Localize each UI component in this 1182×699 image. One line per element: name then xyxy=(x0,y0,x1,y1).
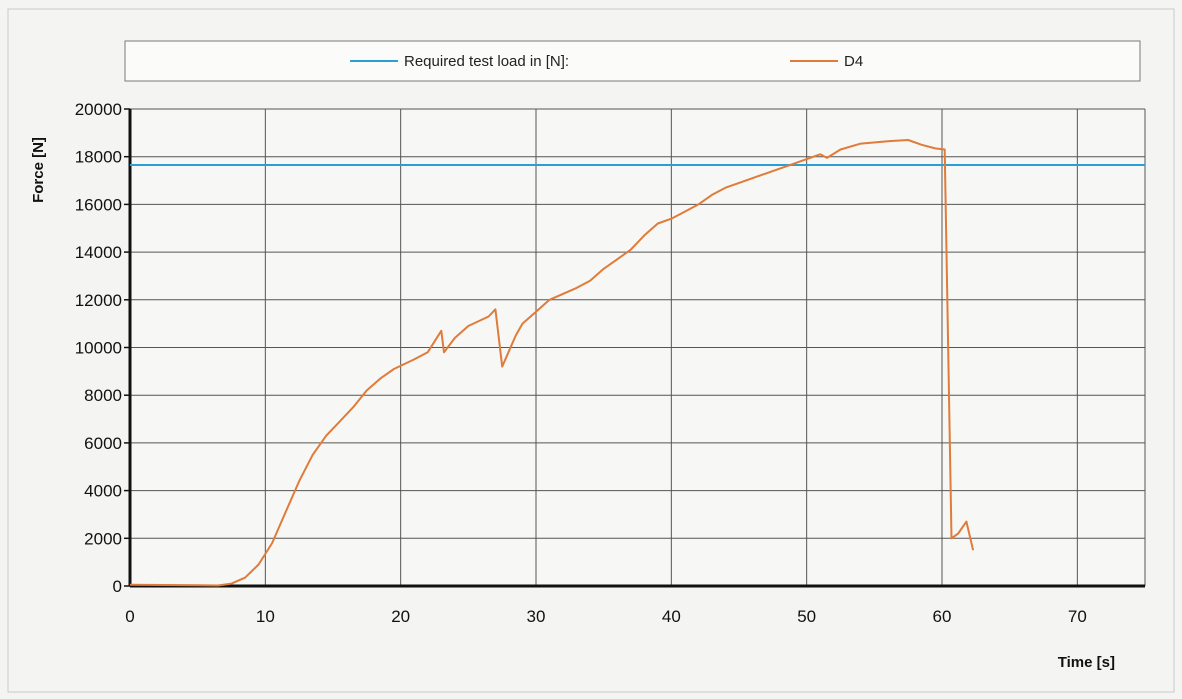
y-tick-label: 14000 xyxy=(75,243,122,262)
y-tick-label: 12000 xyxy=(75,291,122,310)
series-layer xyxy=(129,139,1145,587)
y-tick-label: 6000 xyxy=(84,434,122,453)
legend-label-required-load: Required test load in [N]: xyxy=(404,53,569,70)
y-tick-label: 4000 xyxy=(84,482,122,501)
x-tick-label: 50 xyxy=(797,607,816,626)
x-tick-label: 20 xyxy=(391,607,410,626)
legend: Required test load in [N]: D4 xyxy=(124,40,1141,82)
x-tick-label: 0 xyxy=(125,607,134,626)
x-tick-label: 30 xyxy=(527,607,546,626)
y-tick-label: 16000 xyxy=(75,195,122,214)
y-tick-label: 18000 xyxy=(75,148,122,167)
x-tick-label: 70 xyxy=(1068,607,1087,626)
y-tick-label: 20000 xyxy=(75,100,122,119)
y-tick-label: 2000 xyxy=(84,529,122,548)
legend-box xyxy=(124,40,1141,82)
chart-frame xyxy=(7,8,1175,693)
grid-lines xyxy=(124,108,1146,588)
y-axis-title: Force [N] xyxy=(30,137,47,203)
x-axis-title: Time [s] xyxy=(1058,654,1115,671)
y-tick-label: 8000 xyxy=(84,386,122,405)
x-tick-label: 10 xyxy=(256,607,275,626)
legend-label-d4: D4 xyxy=(844,53,863,70)
series-line-d4 xyxy=(129,139,975,587)
y-tick-label: 0 xyxy=(113,577,122,596)
x-tick-label: 60 xyxy=(933,607,952,626)
y-tick-label: 10000 xyxy=(75,339,122,358)
x-tick-label: 40 xyxy=(662,607,681,626)
tick-labels: 0 10 20 30 40 50 60 70 0 2000 4000 6000 8000 10000 120… xyxy=(75,100,1087,626)
